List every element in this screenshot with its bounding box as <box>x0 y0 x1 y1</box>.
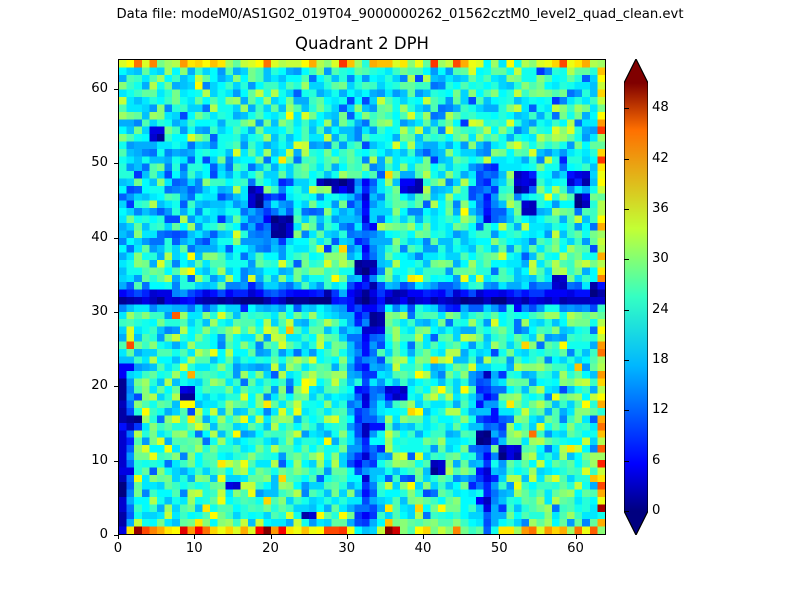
y-tick-mark <box>114 88 118 90</box>
y-tick-label: 10 <box>91 452 108 468</box>
colorbar-extend-min-arrow <box>624 511 648 535</box>
x-tick-label: 20 <box>262 541 279 556</box>
y-tick-label: 0 <box>99 527 108 542</box>
colorbar-tick-mark <box>624 460 629 462</box>
y-tick-label: 20 <box>91 378 108 394</box>
colorbar-extend-max-arrow <box>624 59 648 83</box>
colorbar-tick-label: 30 <box>652 251 669 267</box>
colorbar-tick-mark <box>624 158 629 160</box>
y-tick-mark <box>114 535 118 536</box>
x-tick-label: 60 <box>567 541 584 556</box>
colorbar[interactable] <box>624 59 648 535</box>
y-tick-label: 30 <box>91 303 108 319</box>
colorbar-tick-label: 6 <box>652 452 661 468</box>
x-tick-mark <box>575 535 577 539</box>
heatmap-image[interactable] <box>119 60 605 534</box>
data-file-suptitle: Data file: modeM0/AS1G02_019T04_90000002… <box>116 7 684 22</box>
colorbar-tick-mark <box>624 108 629 110</box>
page-title: Quadrant 2 DPH <box>295 34 429 53</box>
y-tick-mark <box>114 163 118 165</box>
colorbar-tick-mark <box>624 359 629 361</box>
y-tick-label: 40 <box>91 229 108 245</box>
colorbar-tick-label: 36 <box>652 200 669 216</box>
y-tick-label: 60 <box>91 80 108 96</box>
y-tick-mark <box>114 460 118 462</box>
y-tick-mark <box>114 311 118 313</box>
colorbar-body <box>624 83 648 511</box>
colorbar-tick-label: 12 <box>652 402 669 418</box>
colorbar-tick-mark <box>624 259 629 261</box>
heatmap-axes[interactable] <box>118 59 606 535</box>
x-tick-label: 40 <box>414 541 432 556</box>
y-tick-mark <box>114 386 118 388</box>
colorbar-tick-label: 24 <box>652 301 669 317</box>
colorbar-tick-label: 42 <box>652 150 669 166</box>
y-tick-label: 50 <box>91 155 108 171</box>
colorbar-tick-label: 48 <box>652 100 669 116</box>
colorbar-tick-label: 18 <box>652 351 669 367</box>
x-tick-label: 30 <box>338 541 356 556</box>
x-tick-mark <box>499 535 501 539</box>
colorbar-tick-mark <box>624 410 629 412</box>
colorbar-gradient <box>624 59 648 535</box>
x-tick-mark <box>270 535 272 539</box>
colorbar-tick-mark <box>624 511 629 512</box>
y-tick-mark <box>114 237 118 239</box>
x-tick-label: 0 <box>113 541 123 556</box>
colorbar-tick-mark <box>624 208 629 210</box>
x-tick-label: 10 <box>185 541 203 556</box>
x-tick-label: 50 <box>490 541 508 556</box>
colorbar-tick-label: 0 <box>652 503 661 518</box>
x-tick-mark <box>118 535 119 539</box>
x-tick-mark <box>423 535 424 539</box>
x-tick-mark <box>346 535 348 539</box>
colorbar-tick-mark <box>624 309 629 311</box>
x-tick-mark <box>194 535 196 539</box>
